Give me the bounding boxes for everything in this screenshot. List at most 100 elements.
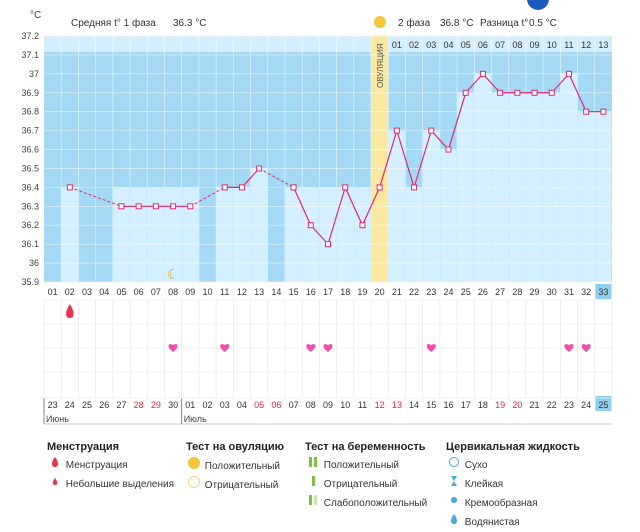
temperature-bar [578, 111, 595, 282]
user-avatar-icon[interactable] [527, 0, 549, 10]
temperature-bar [113, 187, 130, 282]
phase2-day-label: 13 [598, 40, 608, 50]
temperature-point [256, 165, 263, 172]
y-tick-label: 36.7 [21, 126, 39, 136]
legend-group-title: Менструация [47, 441, 120, 453]
y-tick-label: 36.6 [21, 145, 39, 155]
cycle-day-label: 16 [306, 287, 316, 297]
y-tick-label: 37.1 [21, 50, 39, 60]
temperature-bar [182, 187, 199, 282]
temperature-bar [61, 187, 78, 282]
temperature-bar [147, 187, 164, 282]
cycle-day-label: 05 [116, 287, 126, 297]
legend-item-label: Клейкая [462, 479, 504, 491]
temperature-dashed-segment [258, 168, 294, 188]
temperature-point [170, 203, 177, 210]
temperature-point [445, 146, 452, 153]
heart-icon [323, 344, 333, 352]
y-tick-label: 36.4 [21, 182, 39, 192]
legend-item-label: Кремообразная [462, 498, 538, 510]
temperature-line-segment [447, 92, 467, 150]
date-label: 06 [271, 400, 281, 410]
phase2-day-strip [44, 36, 612, 52]
temperature-point [290, 184, 297, 191]
date-label: 12 [375, 400, 385, 410]
temperature-line-segment [293, 187, 312, 226]
date-label: 09 [323, 400, 333, 410]
y-tick-label: 36 [29, 258, 39, 268]
circle-yellow-outline-icon [186, 475, 202, 496]
temperature-point [118, 203, 125, 210]
legend-item-label: Отрицательный [321, 479, 398, 491]
current-day-highlight [595, 284, 612, 299]
legend-item-label: Положительный [202, 461, 281, 473]
unit-label: °C [30, 10, 41, 21]
hourglass-blue-icon [446, 475, 462, 494]
month-label: Июнь [46, 414, 69, 424]
date-label: 02 [203, 400, 213, 410]
cycle-day-label: 23 [426, 287, 436, 297]
legend-item-label: Сухо [462, 460, 488, 472]
ovulation-label: ОВУЛЯЦИЯ [376, 43, 385, 88]
date-label: 24 [581, 400, 591, 410]
cycle-day-label: 03 [82, 287, 92, 297]
temperature-line-segment [551, 73, 570, 94]
date-label: 25 [598, 400, 608, 410]
temperature-bar [319, 187, 337, 282]
date-label: 30 [168, 400, 178, 410]
legend-group: Менструация Менструация Небольшие выделе… [47, 438, 174, 494]
phase2-day-label: 10 [547, 40, 557, 50]
temperature-point [411, 184, 418, 191]
temperature-line-segment [396, 130, 415, 188]
date-label: 26 [99, 400, 109, 410]
date-label: 23 [564, 400, 574, 410]
temperature-line-segment [327, 187, 346, 245]
legend-item: Положительный [305, 456, 427, 475]
temperature-markers: ☾ [66, 70, 607, 282]
temperature-bar [354, 187, 371, 282]
temperature-point [307, 222, 314, 229]
temperature-line-segment [241, 168, 260, 188]
cycle-day-label: 26 [478, 287, 488, 297]
temperature-line-segment [413, 130, 432, 188]
cycle-day-label: 30 [547, 287, 557, 297]
legend-group-title: Тест на овуляцию [186, 441, 285, 453]
temperature-point [376, 184, 383, 191]
legend-item: Отрицательный [305, 475, 427, 494]
legend-item: Водянистая [446, 513, 580, 532]
cycle-day-label: 29 [530, 287, 540, 297]
date-label: 10 [340, 400, 350, 410]
temperature-bar [474, 73, 492, 282]
x-axis: 01 02 03 04 05 06 07 08 09 10 11 12 13 14 15 16 17 18 19 20… [43, 284, 612, 425]
temperature-point [531, 89, 538, 96]
phase2-label: 2 фаза [398, 17, 431, 29]
phase2-day-label: 12 [581, 40, 591, 50]
temperature-dashed-segment [190, 186, 225, 207]
heart-icon [306, 344, 316, 352]
date-label: 13 [392, 400, 402, 410]
y-tick-label: 36.5 [21, 163, 39, 173]
phase2-value: 36.8 °C [440, 18, 473, 29]
heart-icon [581, 344, 591, 352]
legend-item-label: Небольшие выделения [63, 479, 174, 491]
phase2-day-label: 02 [409, 40, 419, 50]
legend-group: Тест на овуляцию Положительный Отрицател… [186, 438, 284, 494]
temperature-bar [130, 187, 147, 282]
difference-label: Разница t° [480, 18, 528, 29]
temperature-bar [233, 187, 251, 282]
temperature-dashed-segment [69, 186, 122, 207]
temperature-point [462, 89, 469, 96]
temperature-line-segment [465, 73, 484, 94]
date-label: 27 [116, 400, 126, 410]
temperature-line-segment [344, 187, 363, 226]
date-label: 19 [495, 400, 505, 410]
temperature-bar [560, 73, 578, 282]
cycle-day-label: 11 [220, 287, 229, 297]
cycle-day-label: 17 [323, 287, 333, 297]
phase2-day-label: 06 [478, 40, 488, 50]
date-label: 20 [512, 400, 522, 410]
heart-icon [426, 344, 436, 352]
cycle-day-label: 12 [237, 287, 247, 297]
temperature-bar [285, 187, 302, 282]
ovulation-sun-icon [374, 16, 386, 28]
